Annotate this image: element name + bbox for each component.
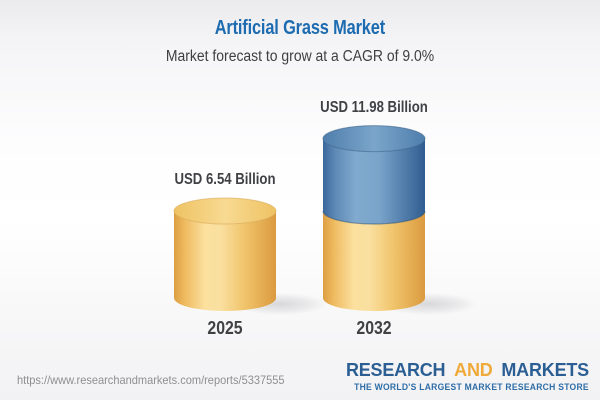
logo-word-markets: MARKETS [501,360,589,380]
page-subtitle: Market forecast to grow at a CAGR of 9.0… [165,48,435,65]
bar-category-label-2032: 2032 [356,318,392,338]
logo-wordmark: RESEARCH AND MARKETS [328,361,589,379]
page-title: Artificial Grass Market [214,17,386,39]
cylinder-top-2032 [322,125,426,153]
bar-value-label-2025: USD 6.54 Billion [174,171,276,189]
cylinder-segment-2032-blue [323,138,425,225]
page-subtitle-row: Market forecast to grow at a CAGR of 9.0… [0,48,600,66]
cylinder-top-2025 [173,197,277,225]
logo-word-and: AND [454,360,493,380]
cylinder-segment-2025-yellow [174,211,276,311]
cylinder-segment-2032-yellow [323,211,425,311]
bar-value-label-2032: USD 11.98 Billion [320,98,428,116]
logo-tagline: THE WORLD'S LARGEST MARKET RESEARCH STOR… [354,382,589,393]
research-and-markets-logo[interactable]: RESEARCH AND MARKETS THE WORLD'S LARGEST… [328,361,589,393]
logo-word-research: RESEARCH [345,360,446,380]
segment-junction-rim [322,210,426,225]
bar-category-label-2025: 2025 [207,318,243,338]
page-title-row: Artificial Grass Market [0,17,600,40]
chart-header: Artificial Grass Market Market forecast … [0,0,600,66]
report-url[interactable]: https://www.researchandmarkets.com/repor… [17,373,285,387]
